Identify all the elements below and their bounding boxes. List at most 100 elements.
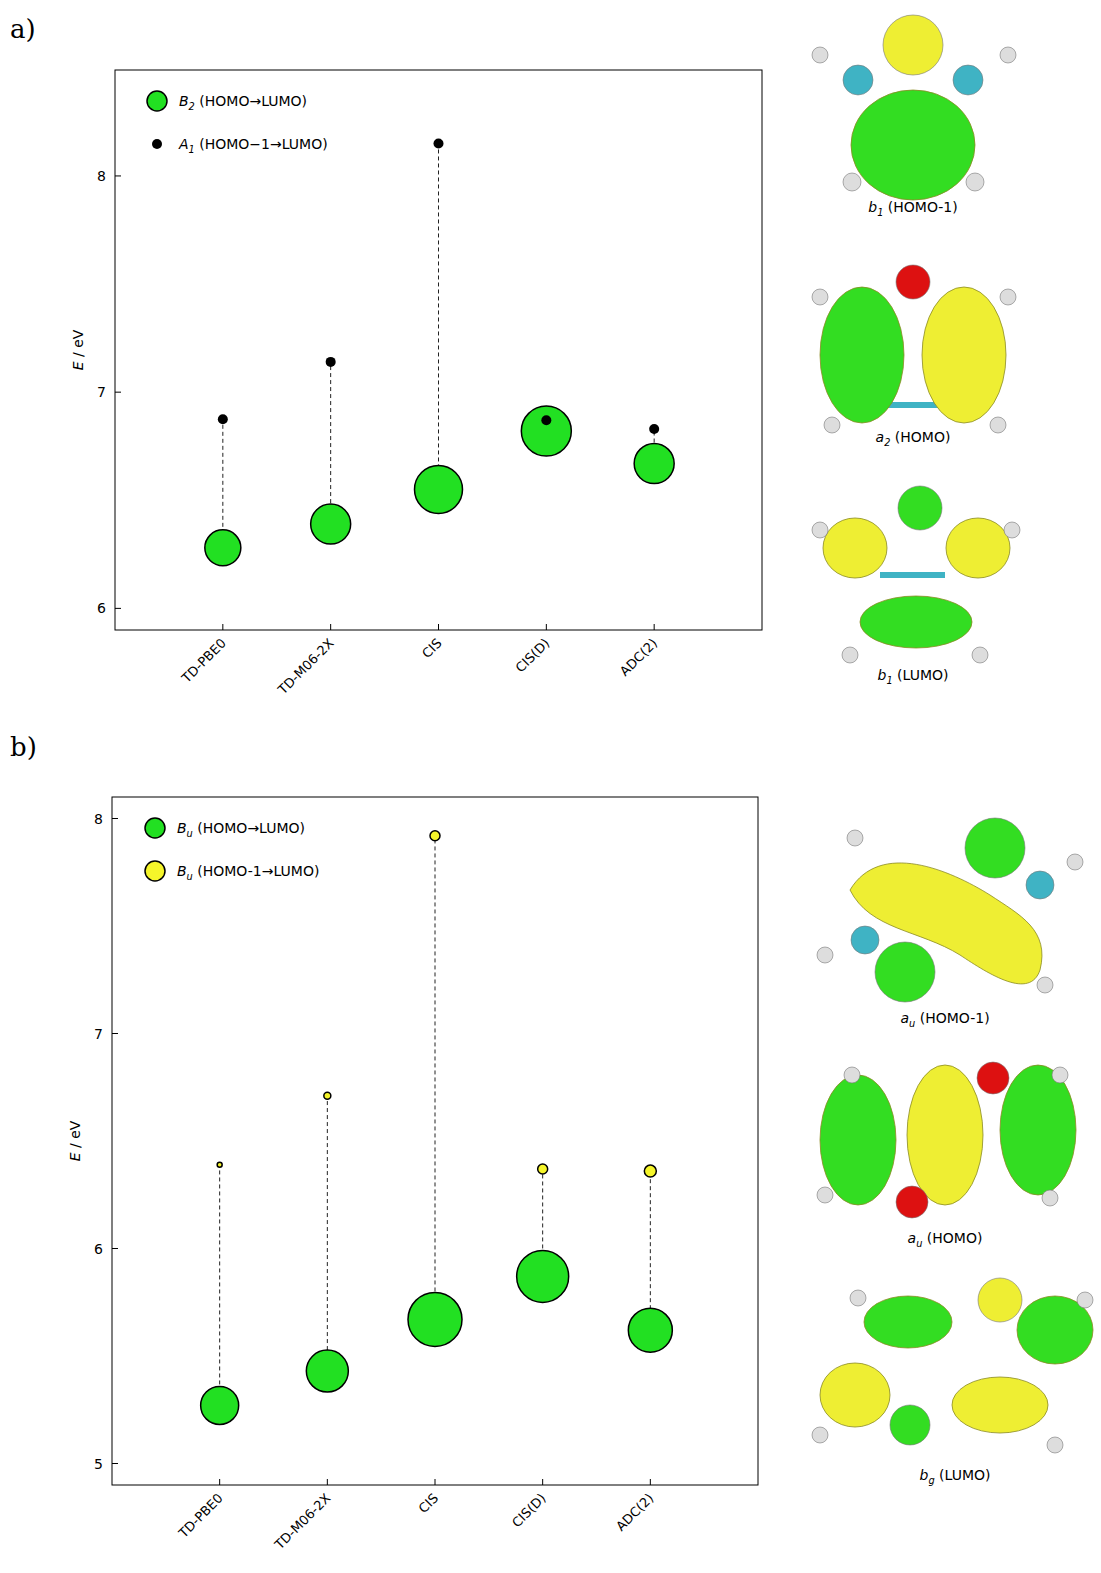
x-tick-label: TD-PBE0 (178, 636, 229, 687)
panel: b)5678E / eVTD-PBE0TD-M06-2XCISCIS(D)ADC… (10, 732, 1093, 1553)
atom-or-lobe (824, 417, 840, 433)
atom-or-lobe (812, 522, 828, 538)
atom-or-lobe (883, 15, 943, 75)
data-point (644, 1165, 656, 1177)
data-point (628, 1308, 672, 1352)
x-tick-label: TD-M06-2X (274, 635, 336, 697)
orbital-lobe (820, 1075, 896, 1205)
atom-or-lobe (1052, 1067, 1068, 1083)
atom-or-lobe (898, 486, 942, 530)
atom-or-lobe (851, 926, 879, 954)
legend-label: Bu (HOMO→LUMO) (177, 820, 305, 839)
bond (880, 572, 945, 578)
y-axis-title: E / eV (70, 329, 86, 370)
y-axis-title-symbol: E (70, 361, 86, 370)
y-tick (112, 1463, 118, 1464)
orbital-picture (812, 486, 1020, 663)
x-tick (438, 624, 439, 630)
panel-letter: a) (10, 14, 36, 44)
orbital-picture (812, 265, 1016, 433)
y-tick-label: 6 (97, 600, 106, 616)
atom-or-lobe (812, 289, 828, 305)
atom-or-lobe (1004, 522, 1020, 538)
legend-label: A1 (HOMO−1→LUMO) (178, 136, 328, 155)
orbital-lobe (864, 1296, 952, 1348)
y-tick (115, 392, 121, 393)
orbital-label-symbol: a (876, 429, 885, 445)
x-tick (650, 1479, 651, 1485)
orbital-picture (812, 15, 1016, 200)
orbital-label-rest: (LUMO) (935, 1467, 991, 1483)
legend-label-symbol: B (177, 820, 187, 836)
atom-or-lobe (847, 830, 863, 846)
orbital-lobe (1000, 1065, 1076, 1195)
orbital-label-symbol: a (900, 1010, 909, 1026)
legend-label-symbol: A (178, 136, 189, 152)
atom-or-lobe (1067, 854, 1083, 870)
legend-label-rest: (HOMO−1→LUMO) (195, 136, 328, 152)
atom-or-lobe (843, 65, 873, 95)
y-axis-title-rest: / eV (70, 329, 86, 361)
legend-marker (145, 818, 165, 838)
atom-or-lobe (1077, 1292, 1093, 1308)
orbital-lobe (823, 518, 887, 578)
legend-label-symbol: B (177, 863, 187, 879)
orbital-picture (817, 1062, 1076, 1218)
x-tick-label: TD-M06-2X (271, 1490, 333, 1552)
atom-or-lobe (817, 947, 833, 963)
atom-or-lobe (817, 1187, 833, 1203)
legend-label-rest: (HOMO→LUMO) (193, 820, 305, 836)
x-tick-label: TD-PBE0 (175, 1491, 226, 1542)
orbital-label: b1 (LUMO) (878, 667, 949, 686)
legend-label: B2 (HOMO→LUMO) (179, 93, 307, 112)
atom-or-lobe (966, 173, 984, 191)
orbital-label: au (HOMO) (908, 1230, 983, 1249)
atom-or-lobe (844, 1067, 860, 1083)
y-tick-label: 8 (97, 168, 106, 184)
atom-or-lobe (842, 647, 858, 663)
legend-label-rest: (HOMO→LUMO) (195, 93, 307, 109)
x-tick (330, 624, 331, 630)
y-tick-label: 7 (94, 1026, 103, 1042)
orbital-picture (812, 1278, 1093, 1453)
orbital-label-symbol: b (920, 1467, 929, 1483)
connector (327, 1096, 328, 1371)
atom-or-lobe (1037, 977, 1053, 993)
atom-or-lobe (978, 1278, 1022, 1322)
connector (650, 1171, 651, 1330)
data-point (434, 139, 444, 149)
atom-or-lobe (1042, 1190, 1058, 1206)
atom-or-lobe (1026, 871, 1054, 899)
data-point (217, 1162, 222, 1167)
orbital-label-rest: (HOMO) (922, 1230, 982, 1246)
y-tick (112, 818, 118, 819)
x-tick-label: CIS (416, 1491, 442, 1517)
x-tick (435, 1479, 436, 1485)
orbital-label-rest: (HOMO-1) (915, 1010, 989, 1026)
data-point (324, 1092, 331, 1099)
x-tick (546, 624, 547, 630)
orbital-label: bg (LUMO) (920, 1467, 991, 1486)
orbital-label: au (HOMO-1) (900, 1010, 989, 1029)
atom-or-lobe (875, 942, 935, 1002)
legend-label-rest: (HOMO-1→LUMO) (193, 863, 320, 879)
orbital-label-symbol: b (878, 667, 887, 683)
connector (330, 362, 331, 524)
atom-or-lobe (843, 173, 861, 191)
x-tick (327, 1479, 328, 1485)
orbital-lobe (851, 90, 975, 200)
atom-or-lobe (965, 818, 1025, 878)
data-point (205, 530, 241, 566)
x-tick-label: CIS(D) (509, 1491, 549, 1531)
orbital-label-symbol: a (908, 1230, 917, 1246)
data-point (430, 831, 440, 841)
legend-marker (147, 91, 167, 111)
orbital-lobe (860, 596, 972, 648)
orbital-lobe (907, 1065, 983, 1205)
atom-or-lobe (977, 1062, 1009, 1094)
legend-label-symbol: B (179, 93, 189, 109)
x-tick-label: ADC(2) (617, 636, 660, 679)
legend-label: Bu (HOMO-1→LUMO) (177, 863, 319, 882)
panel-letter: b) (10, 732, 37, 762)
y-tick-label: 5 (94, 1456, 103, 1472)
